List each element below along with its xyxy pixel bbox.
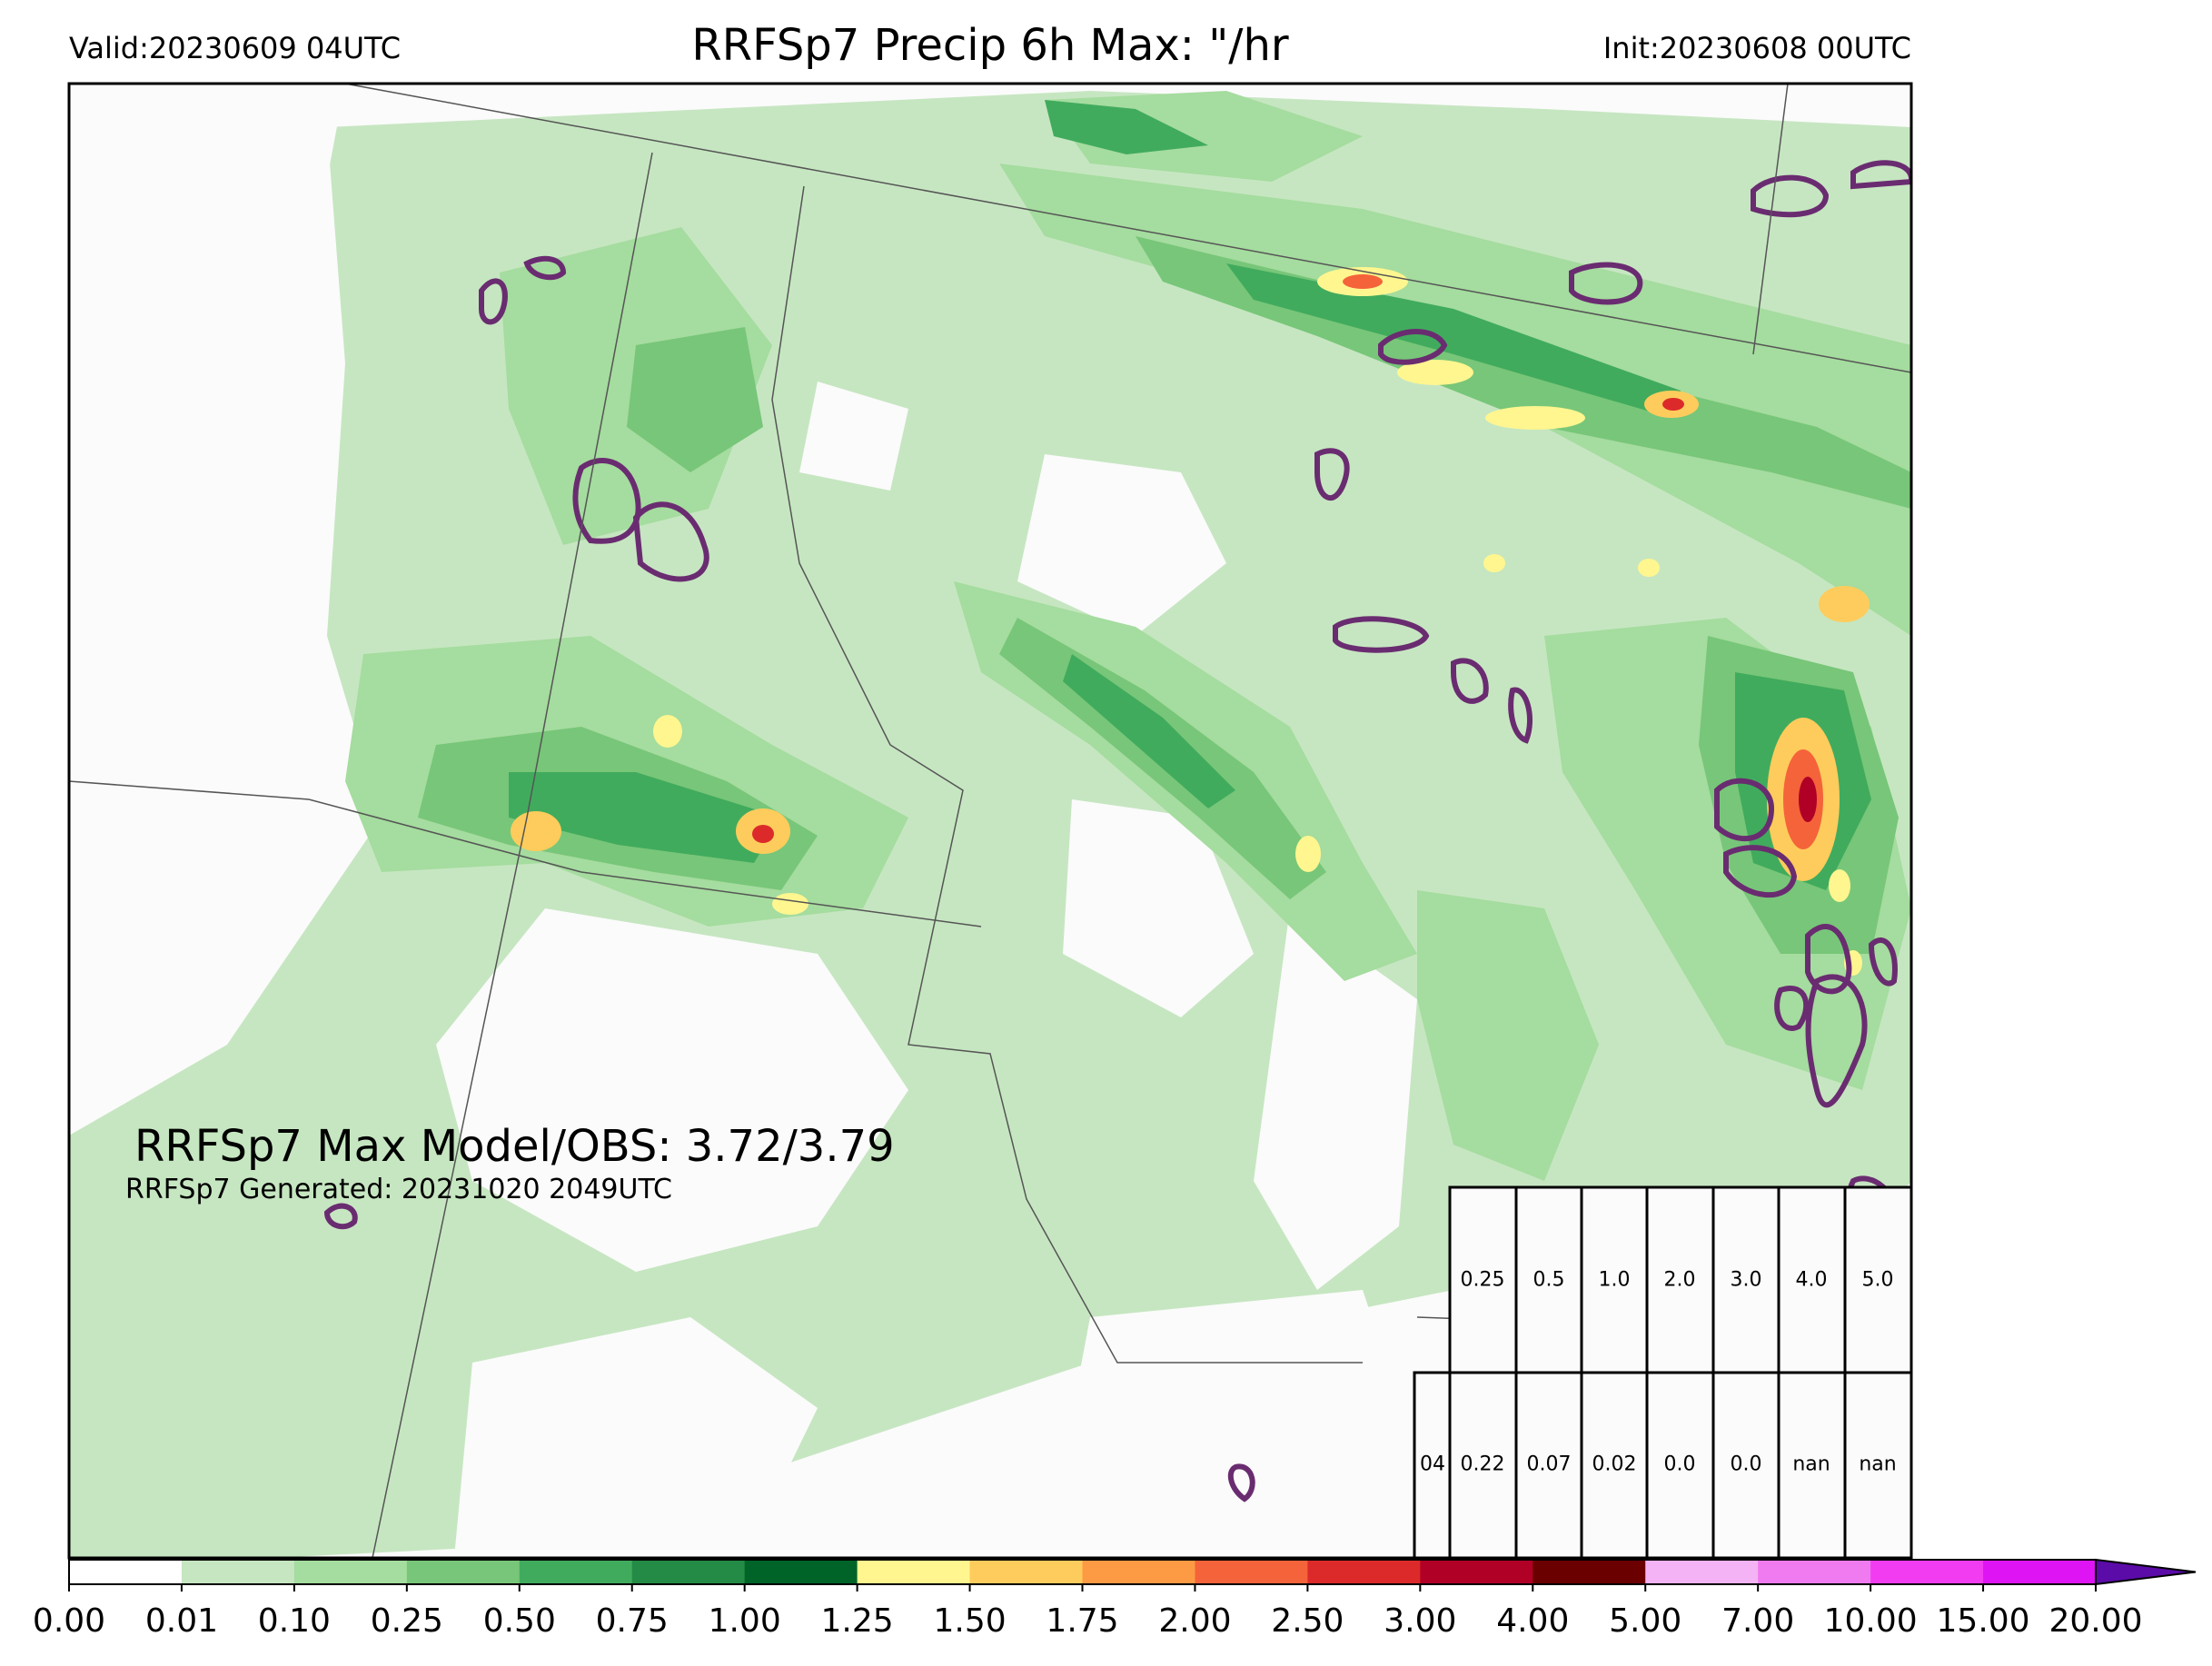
colorbar-segment	[293, 1560, 408, 1584]
colorbar-tick-label: 5.00	[1609, 1602, 1682, 1640]
colorbar-segment	[1307, 1560, 1421, 1584]
colorbar-tick-label: 1.25	[820, 1602, 894, 1640]
colorbar-segment	[1082, 1560, 1195, 1584]
colorbar-tick-label: 2.50	[1271, 1602, 1344, 1640]
table-value-row	[1413, 1371, 1913, 1560]
colorbar	[68, 1558, 2197, 1592]
colorbar-segment	[857, 1560, 971, 1584]
colorbar-segment	[406, 1560, 521, 1584]
threshold-label: 4.0	[1795, 1268, 1828, 1292]
table-header-row	[1448, 1185, 1913, 1374]
generated-time: RRFSp7 Generated: 20231020 2049UTC	[125, 1174, 672, 1205]
colorbar-tick-label: 0.01	[144, 1602, 219, 1640]
model-obs-max: RRFSp7 Max Model/OBS: 3.72/3.79	[134, 1121, 895, 1172]
table-value: 0.22	[1460, 1453, 1505, 1476]
colorbar-tick-label: 0.50	[482, 1602, 556, 1640]
colorbar-segment	[69, 1560, 183, 1584]
threshold-label: 0.5	[1533, 1268, 1565, 1292]
colorbar-segment	[1645, 1560, 1759, 1584]
obs-contours	[323, 160, 1911, 1502]
map-title: RRFSp7 Precip 6h Max: "/hr	[691, 20, 1289, 71]
colorbar-tick-label: 1.75	[1046, 1602, 1119, 1640]
colorbar-segment	[519, 1560, 633, 1584]
table-value: nan	[1792, 1453, 1830, 1476]
colorbar-tick-label: 15.00	[1936, 1602, 2030, 1640]
table-value: 0.02	[1592, 1453, 1637, 1476]
colorbar-segment	[1195, 1560, 1308, 1584]
colorbar-segment	[1870, 1560, 1984, 1584]
colorbar-extend-arrow	[2095, 1558, 2197, 1586]
colorbar-tick-label: 10.00	[1823, 1602, 1918, 1640]
colorbar-tick-label: 1.50	[933, 1602, 1007, 1640]
table-value: 0.07	[1526, 1453, 1572, 1476]
colorbar-segment	[1533, 1560, 1646, 1584]
colorbar-tick-label: 7.00	[1721, 1602, 1795, 1640]
colorbar-segment	[969, 1560, 1083, 1584]
colorbar-tick-label: 1.00	[708, 1602, 781, 1640]
table-value: 0.0	[1730, 1453, 1762, 1476]
colorbar-segment	[744, 1560, 858, 1584]
threshold-table	[1413, 1185, 1913, 1560]
table-row-label: 04	[1420, 1453, 1445, 1476]
table-value: 0.0	[1663, 1453, 1696, 1476]
colorbar-segment	[1983, 1560, 2097, 1584]
colorbar-tick-label: 4.00	[1496, 1602, 1570, 1640]
precip-intense-cells	[511, 267, 1870, 976]
colorbar-segment	[1758, 1560, 1871, 1584]
init-time-label: Init:20230608 00UTC	[1602, 31, 1911, 65]
colorbar-tick-label: 0.10	[257, 1602, 331, 1640]
threshold-label: 1.0	[1598, 1268, 1631, 1292]
precip-dry-areas	[69, 84, 1417, 1558]
colorbar-segment	[1420, 1560, 1533, 1584]
valid-time-label: Valid:20230609 04UTC	[69, 31, 402, 65]
threshold-label: 3.0	[1730, 1268, 1762, 1292]
colorbar-tick-label: 3.00	[1384, 1602, 1457, 1640]
colorbar-tick-label: 0.75	[595, 1602, 669, 1640]
colorbar-tick-label: 0.00	[32, 1602, 106, 1640]
table-value: nan	[1859, 1453, 1897, 1476]
map-frame	[67, 82, 1913, 1560]
table-dividers	[1448, 1187, 1847, 1558]
colorbar-tick-label: 0.25	[370, 1602, 443, 1640]
threshold-label: 2.0	[1663, 1268, 1696, 1292]
colorbar-segment	[631, 1560, 746, 1584]
threshold-label: 5.0	[1861, 1268, 1894, 1292]
threshold-label: 0.25	[1460, 1268, 1505, 1292]
colorbar-segment	[181, 1560, 295, 1584]
colorbar-tick-label: 2.00	[1158, 1602, 1232, 1640]
colorbar-tick-label: 20.00	[2048, 1602, 2143, 1640]
